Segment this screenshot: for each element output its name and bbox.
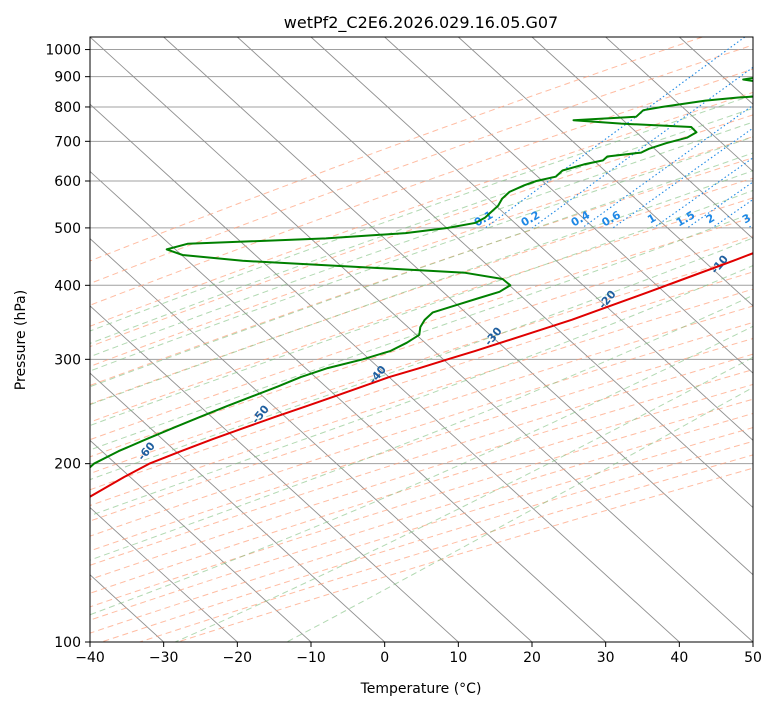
y-tick-label: 400 [54, 278, 81, 294]
y-tick-label: 900 [54, 70, 81, 86]
moist-adiabat-line [286, 386, 753, 642]
y-tick-label: 600 [54, 174, 81, 190]
x-tick-label: −30 [149, 650, 179, 666]
moist-adiabat-line [90, 152, 753, 388]
y-tick-label: 200 [54, 457, 81, 473]
y-axis-ticks: 100 200 300 400 500 600 700 800 900 1000 [45, 43, 90, 651]
isotherm-line [90, 372, 385, 642]
isotherm-line [458, 37, 753, 307]
isotherm-line [237, 37, 753, 509]
isotherm-line [90, 238, 533, 642]
isotherm-line [605, 37, 753, 173]
dry-adiabat-line [90, 216, 753, 441]
x-tick-label: 50 [744, 650, 762, 666]
isotherm-line [384, 37, 753, 374]
moist-adiabat-line [90, 265, 753, 517]
mixing-ratio-label: 1.5 [674, 208, 697, 229]
x-tick-label: −40 [75, 650, 105, 666]
dry-adiabat-label: -70 [13, 484, 36, 508]
mixing-ratio-line [484, 37, 746, 229]
dry-adiabat-line [90, 177, 753, 405]
isotherm-line [90, 506, 238, 642]
y-tick-label: 500 [54, 221, 81, 237]
isobar-gridlines [90, 49, 753, 642]
dry-adiabat-line [101, 440, 753, 642]
isotherm-line [531, 37, 753, 240]
isotherm-line [752, 37, 753, 38]
dry-adiabat-line [90, 353, 753, 566]
mixing-ratio-line [747, 223, 753, 229]
moist-adiabat-line [90, 212, 753, 451]
mixing-ratio-label: 0.6 [600, 208, 624, 229]
mixing-ratio-line [711, 198, 753, 229]
moist-adiabat-line [90, 121, 753, 358]
dry-adiabats [90, 37, 753, 642]
dry-adiabat-line [90, 44, 753, 285]
dry-adiabat-label: -10 [708, 252, 731, 276]
dry-adiabat-line [90, 369, 753, 580]
dry-adiabat-line [90, 271, 753, 491]
mixing-ratio-label: 0.2 [519, 208, 542, 229]
dewpoint-trace [90, 76, 753, 469]
mixing-ratio-label: 4 [767, 211, 775, 226]
x-tick-label: −10 [296, 650, 326, 666]
y-tick-label: 800 [54, 100, 81, 116]
dry-adiabat-line [177, 467, 753, 642]
plot-frame [89, 36, 754, 643]
plot-area: 0.10.20.40.611.52346810131620253036-100-… [13, 37, 775, 642]
y-axis-title: Pressure (hPa) [13, 290, 29, 390]
dry-adiabat-line [90, 68, 753, 306]
dry-adiabat-line [90, 305, 753, 522]
dry-adiabat-line [90, 427, 753, 634]
isotherm-line [90, 439, 312, 642]
x-tick-label: 10 [449, 650, 467, 666]
moist-adiabat-line [90, 294, 753, 561]
mixing-ratio-line [653, 157, 753, 229]
mixing-ratio-label: 2 [704, 211, 717, 226]
mixing-ratio-line [687, 181, 753, 229]
x-tick-label: 30 [597, 650, 615, 666]
y-tick-label: 1000 [45, 43, 81, 59]
x-tick-label: 0 [380, 650, 389, 666]
isotherm-line [90, 103, 680, 642]
y-tick-label: 100 [54, 635, 81, 651]
y-tick-label: 700 [54, 134, 81, 150]
mixing-ratio-line [581, 104, 753, 229]
dry-adiabat-line [90, 321, 753, 537]
mixing-ratio-label: 0.4 [569, 208, 593, 229]
isotherm-line [310, 37, 753, 441]
isotherm-line [90, 170, 606, 642]
moist-adiabat-line [174, 356, 753, 642]
isotherm-line [90, 37, 753, 642]
isotherm-line [163, 37, 753, 576]
dry-adiabat-line [139, 454, 753, 642]
chart-title: wetPf2_C2E6.2026.029.16.05.G07 [284, 13, 558, 33]
skewed-isotherm-gridlines [90, 37, 753, 642]
temperature-trace [90, 252, 753, 498]
moist-adiabat-line [90, 136, 753, 372]
x-tick-label: 20 [523, 650, 541, 666]
dry-adiabat-line [90, 37, 703, 262]
x-axis-ticks: −40 −30 −20 −10 0 10 20 30 40 50 [75, 642, 762, 666]
isotherm-line [90, 305, 459, 642]
x-axis-title: Temperature (°C) [360, 681, 482, 697]
y-tick-label: 300 [54, 352, 81, 368]
mixing-ratio-label: 3 [740, 211, 753, 226]
mixing-ratio-line [531, 66, 753, 229]
moist-adiabats [90, 94, 753, 642]
dry-adiabat-line [90, 91, 753, 327]
dry-adiabat-line [90, 114, 753, 348]
mixing-ratio-label: 1 [645, 211, 658, 226]
x-tick-label: 40 [670, 650, 688, 666]
sounding-traces [90, 76, 753, 498]
x-tick-label: −20 [223, 650, 253, 666]
